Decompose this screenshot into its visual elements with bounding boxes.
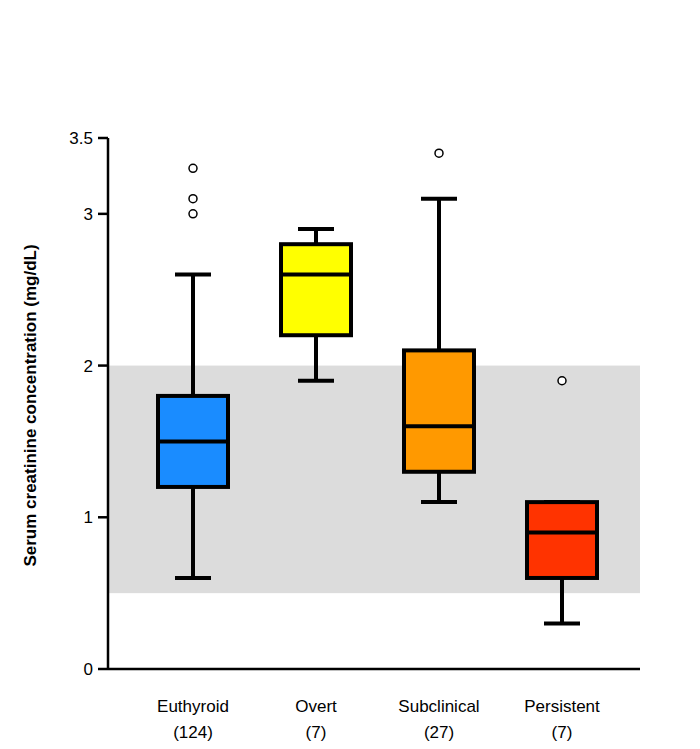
- whisker-high: [314, 229, 318, 244]
- whisker-cap-low: [421, 500, 457, 504]
- x-tick-label: Euthyroid: [157, 697, 229, 716]
- y-tick: [98, 516, 108, 519]
- box: [281, 244, 351, 335]
- box-group: [404, 149, 474, 502]
- sample-size-label: (27): [424, 723, 454, 742]
- median: [527, 530, 597, 534]
- y-tick-label: 3.5: [69, 129, 93, 148]
- whisker-low: [191, 487, 195, 578]
- median: [404, 424, 474, 428]
- whisker-high: [437, 199, 441, 351]
- y-tick-label: 1: [84, 508, 93, 527]
- y-axis-title: Serum creatinine concentration (mg/dL): [21, 244, 40, 566]
- box: [527, 502, 597, 578]
- whisker-high: [191, 275, 195, 396]
- y-tick-label: 0: [84, 660, 93, 679]
- plot-area: [108, 149, 640, 623]
- outlier: [189, 164, 197, 172]
- x-tick-label: Subclinical: [398, 697, 479, 716]
- outlier: [189, 210, 197, 218]
- axes: 0 1 2 3 3.5 Euthyroid (124) Overt (7) Subclinical…: [69, 129, 640, 742]
- x-tick-label: Persistent: [524, 697, 600, 716]
- whisker-low: [437, 472, 441, 502]
- y-tick: [98, 668, 108, 671]
- y-tick-label: 2: [84, 357, 93, 376]
- whisker-cap-high: [298, 227, 334, 231]
- outlier: [435, 149, 443, 157]
- outlier: [558, 377, 566, 385]
- y-axis: [107, 138, 110, 669]
- whisker-low: [314, 335, 318, 381]
- x-axis: [108, 668, 640, 671]
- sample-size-label: (7): [552, 723, 573, 742]
- median: [281, 273, 351, 277]
- reference-band: [108, 366, 640, 594]
- box-group: [158, 164, 228, 578]
- median: [158, 439, 228, 443]
- box-group: [281, 229, 351, 381]
- y-tick: [98, 213, 108, 216]
- box-group: [527, 377, 597, 624]
- whisker-low: [560, 578, 564, 624]
- y-tick: [98, 364, 108, 367]
- whisker-cap-high: [421, 197, 457, 201]
- sample-size-label: (124): [173, 723, 213, 742]
- chart: 0 1 2 3 3.5 Euthyroid (124) Overt (7) Subclinical…: [0, 0, 700, 749]
- whisker-cap-low: [298, 379, 334, 383]
- whisker-cap-low: [175, 576, 211, 580]
- outlier: [189, 195, 197, 203]
- box: [404, 350, 474, 471]
- sample-size-label: (7): [306, 723, 327, 742]
- whisker-cap-low: [544, 621, 580, 625]
- y-tick: [98, 137, 108, 140]
- whisker-cap-high: [175, 273, 211, 277]
- x-tick-label: Overt: [295, 697, 337, 716]
- y-tick-label: 3: [84, 205, 93, 224]
- box: [158, 396, 228, 487]
